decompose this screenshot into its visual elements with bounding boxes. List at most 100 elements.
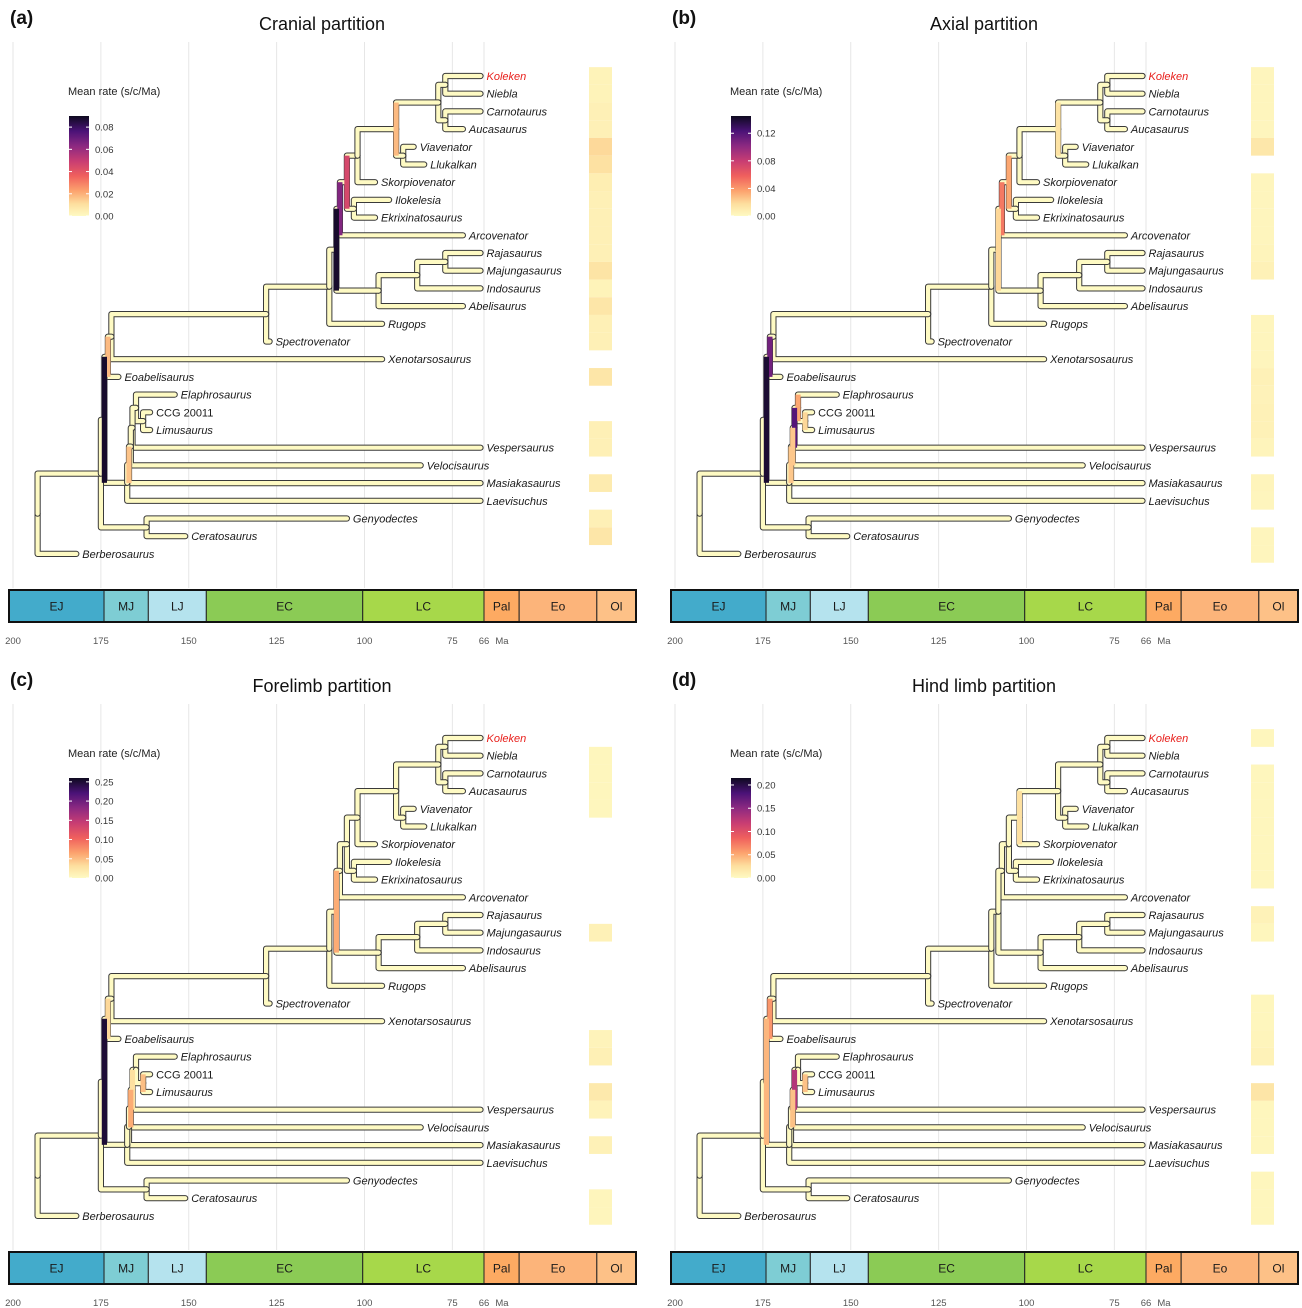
branch-node-22 [101, 416, 131, 486]
branch-node-10-outline [375, 934, 421, 956]
branch-node-14-fill [109, 312, 269, 339]
axis-unit: Ma [495, 1298, 509, 1308]
heat-strip [589, 67, 612, 546]
heat-cell-eoabelisaurus [589, 368, 612, 386]
panel-letter: (b) [672, 8, 696, 29]
legend-title: Mean rate (s/c/Ma) [730, 86, 822, 98]
tip-label-ccg-20011: CCG 20011 [156, 1069, 213, 1081]
branch-ilokelesia-fill [1013, 859, 1054, 873]
axis-tick-150: 150 [181, 1298, 197, 1308]
heat-cell-elaphrosaurus [1251, 1047, 1274, 1066]
heat-cell-elaphrosaurus [1251, 385, 1274, 404]
branch-berberosaurus [696, 1172, 742, 1219]
tip-label-limusaurus: Limusaurus [156, 425, 213, 437]
branch-skorpiovenator-fill [355, 153, 378, 185]
heat-cell-ekrixinatosaurus [1251, 870, 1274, 889]
rate-stem-20 [128, 1089, 134, 1128]
tip-label-carnotaurus: Carnotaurus [486, 106, 547, 118]
branch-node-18-fill [130, 405, 139, 430]
heat-cell-eoabelisaurus [1251, 1030, 1274, 1048]
branch-node-11-outline [333, 246, 382, 294]
branch-ceratosaurus [805, 1186, 851, 1202]
heat-cell-ilokelesia [1251, 191, 1274, 209]
panel-title: Forelimb partition [252, 676, 391, 696]
tip-label-rajasaurus: Rajasaurus [1148, 248, 1204, 260]
branch-node-25-outline [696, 1132, 766, 1179]
axis-tick-150: 150 [843, 1298, 859, 1308]
branch-skorpiovenator-outline [354, 152, 379, 186]
heat-cell-spectrovenator [1251, 994, 1274, 1013]
heat-strip [1251, 729, 1274, 1225]
branch-node-24-fill [98, 1133, 149, 1192]
branch-ilokelesia-fill [351, 197, 392, 211]
axis-tick-100: 100 [357, 636, 373, 647]
tip-label-ceratosaurus: Ceratosaurus [853, 1193, 920, 1205]
branch-node-4 [354, 126, 400, 159]
branch-node-1 [1097, 761, 1111, 786]
heat-cell-ceratosaurus [1251, 1189, 1274, 1208]
branch-node-14-fill [771, 312, 931, 339]
heat-cell-masiakasaurus [1251, 474, 1274, 492]
branch-node-4-outline [1016, 126, 1062, 159]
branch-node-13-fill [264, 946, 332, 979]
tip-label-eoabelisaurus: Eoabelisaurus [124, 1034, 194, 1046]
legend-colorbar [69, 116, 89, 216]
branch-node-0-fill [436, 744, 448, 767]
heat-cell-ceratosaurus [1251, 527, 1274, 546]
heat-strip [1251, 67, 1274, 563]
tip-label-ilokelesia: Ilokelesia [1057, 857, 1103, 869]
branch-node-4 [1016, 126, 1062, 159]
branch-node-11-outline [333, 908, 382, 956]
tip-labels: Koleken Niebla Carnotaurus Aucasaurus Viaven… [82, 71, 562, 561]
branch-abelisaurus [375, 287, 466, 310]
branch-rugops-fill [989, 946, 1047, 988]
branch-node-0-fill [436, 82, 448, 105]
branch-node-2-outline [1055, 99, 1104, 133]
legend-title: Mean rate (s/c/Ma) [730, 748, 822, 760]
tip-label-masiakasaurus: Masiakasaurus [1148, 478, 1222, 490]
branch-node-0 [435, 743, 449, 768]
legend-colorbar [69, 778, 89, 878]
branch-llukalkan-fill [401, 815, 427, 829]
branch-node-22-fill [102, 417, 130, 485]
branch-node-2-outline [393, 99, 442, 133]
branch-carnotaurus-fill [443, 109, 483, 123]
branch-elaphrosaurus [794, 391, 840, 411]
branch-abelisaurus [375, 949, 466, 972]
period-label-lj: LJ [833, 1262, 846, 1276]
branch-skorpiovenator-outline [1016, 152, 1041, 186]
period-label-eo: Eo [1213, 1262, 1228, 1276]
branch-node-9-fill [1077, 921, 1110, 940]
branch-node-9 [414, 920, 449, 941]
axis-unit: Ma [495, 636, 509, 647]
legend-tick-label: 0.15 [95, 816, 114, 827]
legend-tick-label: 0.04 [757, 184, 776, 195]
tip-label-abelisaurus: Abelisaurus [1130, 963, 1189, 975]
branch-elaphrosaurus [794, 1053, 840, 1073]
rate-legend: Mean rate (s/c/Ma) 0.12 0.08 0.04 0.00 [730, 86, 822, 223]
tip-label-limusaurus: Limusaurus [818, 1087, 875, 1099]
heat-cell-rajasaurus [589, 244, 612, 262]
tip-label-rugops: Rugops [388, 981, 426, 993]
tip-label-rajasaurus: Rajasaurus [1148, 910, 1204, 922]
branch-skorpiovenator [354, 814, 379, 848]
axis-tick-66: 66 [1141, 1298, 1152, 1308]
heat-cell-berberosaurus [1251, 1207, 1274, 1225]
heat-cell-aucasaurus [589, 120, 612, 138]
branch-rugops-fill [989, 284, 1047, 326]
heat-cell-aucasaurus [589, 782, 612, 800]
panel-letter: (d) [672, 670, 696, 691]
period-ol [596, 589, 637, 623]
legend-tick-label: 0.00 [95, 212, 114, 223]
branch-node-2-fill [394, 762, 441, 794]
tip-label-indosaurus: Indosaurus [486, 283, 541, 295]
branch-node-4-fill [355, 789, 399, 820]
branch-node-10 [1037, 272, 1083, 294]
branch-node-1-fill [1098, 100, 1110, 123]
branch-node-1-fill [436, 100, 448, 123]
axis-tick-66: 66 [479, 1298, 490, 1308]
heat-cell-koleken [1251, 729, 1274, 747]
heat-cell-limusaurus [589, 421, 612, 439]
branch-node-22-fill [102, 1079, 130, 1147]
branch-node-13-fill [926, 946, 994, 979]
